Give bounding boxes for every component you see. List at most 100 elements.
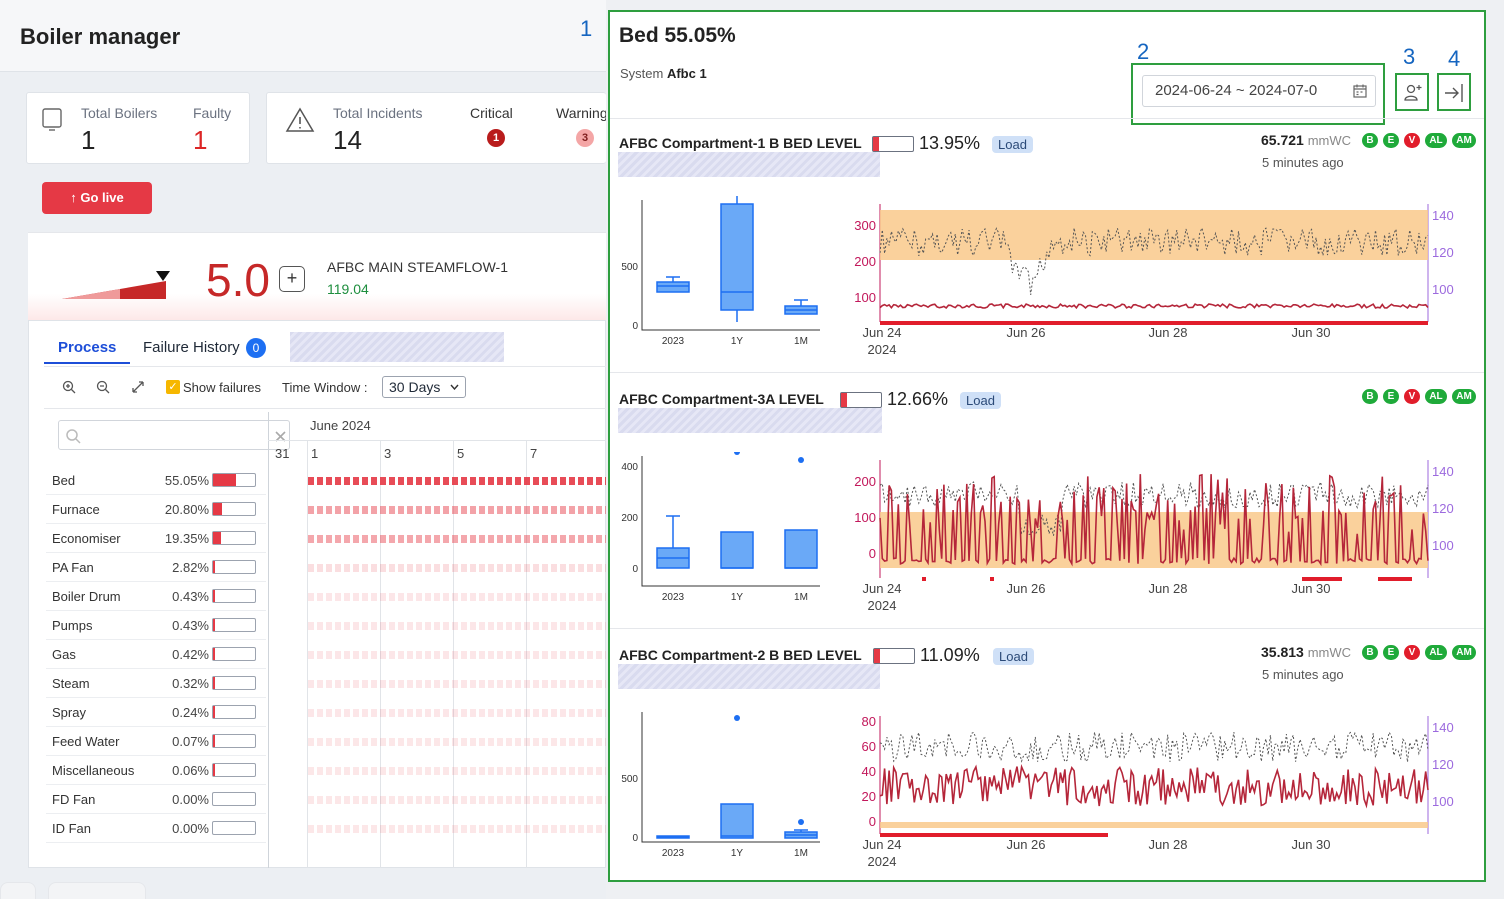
category-percent: 55.05% bbox=[164, 473, 209, 488]
category-row[interactable]: Steam 0.32% bbox=[46, 669, 266, 698]
category-percent: 0.07% bbox=[172, 734, 209, 749]
category-row[interactable]: Economiser 19.35% bbox=[46, 524, 266, 553]
right-y-tick: 120 bbox=[1432, 245, 1454, 260]
detail-title: Bed 55.05% bbox=[619, 24, 736, 47]
date-range-input[interactable]: 2024-06-24 ~ 2024-07-0 bbox=[1142, 75, 1376, 107]
series-line bbox=[879, 302, 1429, 310]
category-name: FD Fan bbox=[52, 792, 96, 807]
boxplot-x-label: 1Y bbox=[731, 336, 744, 347]
system-label: System bbox=[620, 66, 664, 81]
boxplot-box bbox=[656, 281, 690, 293]
tab-process[interactable]: Process bbox=[58, 339, 117, 356]
category-name: Gas bbox=[52, 647, 76, 662]
x-tick: Jun 26 bbox=[1006, 837, 1045, 852]
go-live-button[interactable]: ↑ Go live bbox=[42, 182, 152, 214]
status-tag: B bbox=[1362, 133, 1378, 148]
date-range-value: 2024-06-24 ~ 2024-07-0 bbox=[1155, 82, 1318, 99]
right-y-tick: 120 bbox=[1432, 757, 1454, 772]
metric-title[interactable]: AFBC Compartment-3A LEVEL bbox=[619, 391, 824, 407]
left-y-tick: 40 bbox=[862, 764, 876, 779]
callout-3: 3 bbox=[1403, 44, 1416, 69]
gauge-reading: 119.04 bbox=[327, 281, 369, 297]
zoom-in-icon[interactable] bbox=[62, 380, 76, 397]
x-tick: Jun 30 bbox=[1291, 581, 1330, 596]
timeline bbox=[268, 412, 606, 868]
failure-marker bbox=[880, 321, 1428, 325]
bottom-tab[interactable] bbox=[48, 882, 146, 899]
timeline-day: 31 bbox=[275, 446, 290, 461]
category-progress-bar bbox=[212, 589, 256, 603]
timeline-day: 1 bbox=[311, 446, 319, 461]
boxplot-x-label: 2023 bbox=[662, 592, 685, 603]
bottom-tab[interactable] bbox=[0, 882, 36, 899]
boxplot-axis bbox=[641, 712, 820, 843]
progress-fill bbox=[213, 619, 215, 631]
timeline-day: 5 bbox=[457, 446, 465, 461]
progress-fill bbox=[213, 532, 221, 544]
system-value: Afbc 1 bbox=[666, 66, 707, 81]
search-input[interactable] bbox=[58, 420, 290, 450]
progress-fill bbox=[213, 503, 222, 515]
header: Boiler manager bbox=[0, 0, 606, 72]
category-percent: 2.82% bbox=[172, 560, 209, 575]
time-window-select[interactable]: 30 Days bbox=[382, 376, 466, 398]
boxplot-chart: 400 200 0 2023 1Y 1M bbox=[621, 452, 820, 603]
boxplot-y-tick: 200 bbox=[621, 513, 638, 524]
category-name: Spray bbox=[52, 705, 86, 720]
progress-fill bbox=[841, 393, 847, 407]
x-year: 2024 bbox=[868, 854, 897, 869]
range-band bbox=[880, 822, 1428, 828]
category-progress-bar bbox=[212, 502, 256, 516]
status-tag: AM bbox=[1452, 645, 1476, 660]
zoom-out-icon[interactable] bbox=[96, 380, 110, 397]
divider bbox=[610, 372, 1484, 373]
warning-icon bbox=[285, 107, 315, 132]
category-row[interactable]: Spray 0.24% bbox=[46, 698, 266, 727]
x-tick: Jun 26 bbox=[1006, 581, 1045, 596]
category-row[interactable]: Gas 0.42% bbox=[46, 640, 266, 669]
category-row[interactable]: PA Fan 2.82% bbox=[46, 553, 266, 582]
category-row[interactable]: FD Fan 0.00% bbox=[46, 785, 266, 814]
failure-marker bbox=[922, 577, 926, 581]
divider bbox=[610, 628, 1484, 629]
show-failures-checkbox[interactable]: ✓ bbox=[166, 380, 180, 394]
category-percent: 0.43% bbox=[172, 589, 209, 604]
left-y-tick: 0 bbox=[869, 546, 876, 561]
expand-icon[interactable] bbox=[131, 380, 145, 397]
left-y-tick: 100 bbox=[854, 510, 876, 525]
category-row[interactable]: Bed 55.05% bbox=[46, 466, 266, 495]
callout-4: 4 bbox=[1448, 46, 1461, 71]
warning-label: Warning bbox=[556, 105, 606, 121]
incidents-card: Total Incidents 14 Critical 1 Warning 3 bbox=[266, 92, 606, 164]
x-tick: Jun 28 bbox=[1148, 837, 1187, 852]
timeline-strip bbox=[308, 738, 606, 746]
faulty-label: Faulty bbox=[193, 105, 232, 121]
category-row[interactable]: Pumps 0.43% bbox=[46, 611, 266, 640]
metric-title[interactable]: AFBC Compartment-1 B BED LEVEL bbox=[619, 135, 862, 151]
x-tick: Jun 24 bbox=[862, 325, 901, 340]
category-progress-bar bbox=[212, 618, 256, 632]
series-line-dashed bbox=[879, 226, 1429, 295]
category-row[interactable]: Miscellaneous 0.06% bbox=[46, 756, 266, 785]
x-tick: Jun 30 bbox=[1291, 325, 1330, 340]
gauge-value: 5.0 bbox=[206, 254, 270, 306]
metric-title[interactable]: AFBC Compartment-2 B BED LEVEL bbox=[619, 647, 862, 663]
failure-marker bbox=[990, 577, 994, 581]
redacted-area bbox=[290, 332, 504, 362]
boxplot-x-label: 1M bbox=[794, 336, 808, 347]
exit-button[interactable] bbox=[1437, 73, 1471, 111]
category-progress-bar bbox=[212, 705, 256, 719]
category-row[interactable]: ID Fan 0.00% bbox=[46, 814, 266, 843]
add-user-button[interactable] bbox=[1395, 73, 1429, 111]
category-row[interactable]: Boiler Drum 0.43% bbox=[46, 582, 266, 611]
gauge-name: AFBC MAIN STEAMFLOW-1 bbox=[327, 259, 508, 275]
category-name: Economiser bbox=[52, 531, 121, 546]
metric-reading: 65.721 mmWC bbox=[1261, 132, 1351, 148]
right-y-tick: 140 bbox=[1432, 720, 1454, 735]
add-metric-button[interactable]: + bbox=[279, 266, 305, 292]
boxplot-y-tick: 0 bbox=[632, 564, 638, 575]
category-row[interactable]: Feed Water 0.07% bbox=[46, 727, 266, 756]
tab-failure-history[interactable]: Failure History bbox=[143, 339, 240, 356]
left-y-tick: 100 bbox=[854, 290, 876, 305]
category-row[interactable]: Furnace 20.80% bbox=[46, 495, 266, 524]
